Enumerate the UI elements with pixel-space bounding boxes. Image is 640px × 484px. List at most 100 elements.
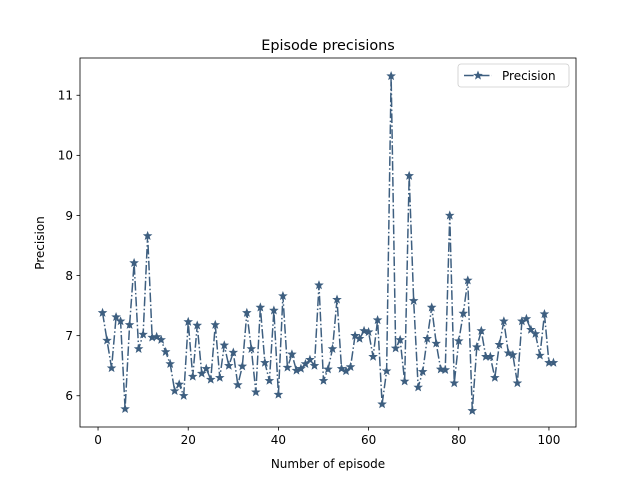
data-point-marker [219, 340, 230, 350]
data-point-marker [246, 343, 257, 353]
legend-star-marker [473, 70, 483, 80]
y-tick-label: 6 [65, 389, 73, 403]
data-point-marker [399, 376, 410, 386]
data-point-marker [237, 361, 248, 371]
data-point-marker [260, 357, 270, 367]
data-point-marker [165, 358, 175, 368]
x-tick-label: 0 [94, 433, 102, 447]
data-point-marker [278, 290, 288, 301]
data-point-marker [390, 343, 401, 353]
data-point-marker [106, 363, 117, 373]
x-tick-label: 60 [361, 433, 376, 447]
y-tick-label: 7 [65, 329, 73, 343]
data-point-marker [224, 360, 234, 370]
data-point-marker [115, 316, 126, 326]
data-point-marker [242, 307, 252, 317]
axes-frame [79, 57, 577, 428]
data-point-marker [440, 364, 451, 374]
data-point-marker [408, 295, 419, 305]
data-point-marker [318, 375, 329, 385]
data-point-marker [120, 403, 130, 414]
data-point-marker [535, 350, 545, 360]
data-point-marker [124, 319, 135, 329]
data-point-marker [142, 230, 153, 240]
data-point-marker [363, 327, 374, 337]
data-point-marker [453, 336, 464, 346]
data-point-marker [490, 372, 500, 382]
y-tick-label: 9 [65, 209, 73, 223]
data-point-marker [233, 379, 243, 390]
data-point-marker [178, 390, 189, 400]
data-point-marker [426, 302, 437, 312]
data-point-marker [215, 372, 225, 382]
y-tick-label: 11 [58, 89, 73, 103]
x-axis-ticks: 0 20 40 60 80 100 [94, 427, 560, 447]
data-point-marker [332, 294, 342, 304]
axes-spines [79, 57, 577, 428]
data-point-marker [129, 257, 139, 268]
data-point-marker [359, 325, 369, 335]
data-point-marker [287, 349, 297, 359]
data-point-marker [174, 379, 184, 389]
data-point-marker [449, 378, 460, 388]
data-point-marker [264, 375, 275, 385]
data-point-marker [111, 311, 121, 322]
data-point-marker [444, 210, 455, 220]
data-point-marker [395, 334, 405, 344]
data-point-marker [435, 364, 446, 374]
data-point-marker [458, 308, 469, 318]
data-point-marker [97, 307, 108, 317]
data-point-marker [210, 319, 221, 329]
data-point-marker [548, 357, 559, 367]
data-point-marker [512, 378, 523, 388]
data-point-marker [205, 374, 216, 384]
data-point-marker [422, 333, 432, 343]
data-point-marker [196, 368, 207, 378]
data-point-marker [472, 342, 482, 352]
data-point-marker [345, 361, 356, 371]
data-point-marker [336, 363, 347, 373]
data-point-marker [368, 351, 378, 361]
data-point-marker [183, 316, 193, 326]
legend-box [457, 63, 570, 88]
data-point-marker [431, 338, 442, 348]
data-point-marker [508, 349, 518, 359]
data-point-marker [526, 324, 536, 334]
x-tick-label: 80 [451, 433, 466, 447]
legend: Precision [457, 63, 570, 88]
data-point-marker [151, 331, 162, 341]
data-point-marker [494, 339, 505, 349]
data-point-marker [323, 364, 333, 374]
data-point-marker [354, 333, 365, 343]
data-point-marker [169, 385, 180, 396]
data-point-marker [327, 343, 338, 353]
data-point-marker [476, 325, 487, 335]
data-point-marker [156, 334, 166, 344]
data-point-marker [138, 329, 148, 339]
x-axis-label: Number of episode [271, 457, 385, 471]
data-point-marker [255, 302, 266, 312]
data-point-marker [273, 389, 284, 399]
data-point-marker [305, 354, 315, 364]
data-point-marker [102, 335, 112, 345]
data-point-marker [467, 405, 478, 415]
data-point-marker [521, 313, 532, 323]
data-point-marker [228, 347, 239, 357]
x-tick-label: 40 [271, 433, 286, 447]
data-point-marker [201, 363, 212, 373]
data-point-marker [133, 343, 144, 353]
data-point-marker [282, 362, 293, 372]
y-tick-label: 8 [65, 269, 73, 283]
data-point-marker [499, 316, 509, 326]
data-point-marker [269, 305, 279, 315]
chart-title: Episode precisions [261, 38, 395, 54]
data-point-marker [296, 363, 306, 373]
data-point-marker [192, 320, 203, 330]
data-point-marker [530, 328, 541, 338]
data-point-marker [485, 351, 496, 361]
data-point-marker [160, 346, 171, 356]
x-tick-label: 100 [537, 433, 560, 447]
data-point-marker [187, 371, 198, 381]
